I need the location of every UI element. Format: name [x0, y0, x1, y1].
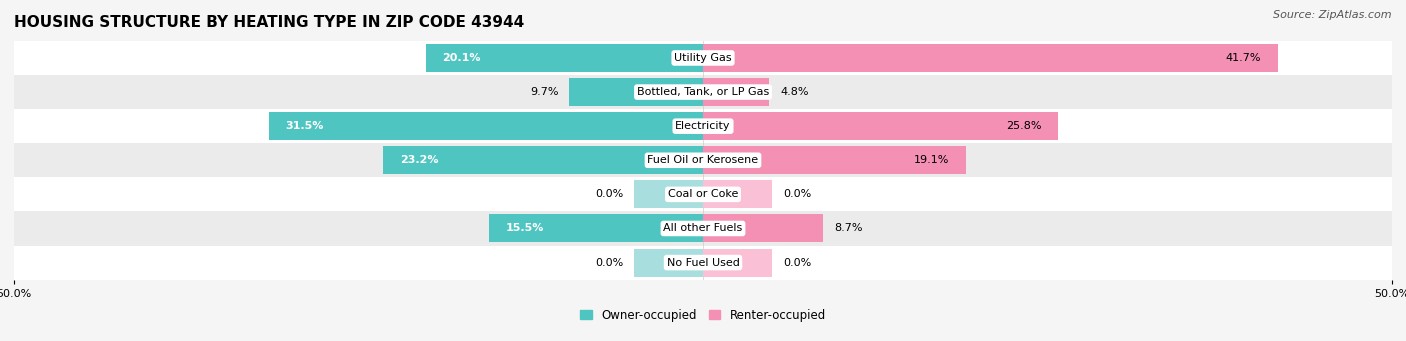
Text: 8.7%: 8.7% [834, 223, 862, 234]
Text: Utility Gas: Utility Gas [675, 53, 731, 63]
Text: Source: ZipAtlas.com: Source: ZipAtlas.com [1274, 10, 1392, 20]
Bar [634, 249, 703, 277]
Text: No Fuel Used: No Fuel Used [666, 257, 740, 268]
Bar [14, 211, 1392, 246]
Text: Electricity: Electricity [675, 121, 731, 131]
Text: 0.0%: 0.0% [783, 257, 811, 268]
Bar [14, 75, 1392, 109]
Text: Bottled, Tank, or LP Gas: Bottled, Tank, or LP Gas [637, 87, 769, 97]
Bar [489, 214, 703, 242]
Bar [634, 180, 703, 208]
Text: 31.5%: 31.5% [285, 121, 323, 131]
Bar [703, 78, 769, 106]
Text: 4.8%: 4.8% [780, 87, 808, 97]
Text: Coal or Coke: Coal or Coke [668, 189, 738, 199]
Text: 0.0%: 0.0% [595, 257, 623, 268]
Text: 41.7%: 41.7% [1226, 53, 1261, 63]
Bar [14, 143, 1392, 177]
Bar [703, 146, 966, 174]
Text: 15.5%: 15.5% [506, 223, 544, 234]
Bar [703, 112, 1059, 140]
Bar [703, 180, 772, 208]
Text: HOUSING STRUCTURE BY HEATING TYPE IN ZIP CODE 43944: HOUSING STRUCTURE BY HEATING TYPE IN ZIP… [14, 15, 524, 30]
Text: All other Fuels: All other Fuels [664, 223, 742, 234]
Bar [14, 109, 1392, 143]
Bar [14, 177, 1392, 211]
Bar [703, 249, 772, 277]
Bar [703, 44, 1278, 72]
Text: 19.1%: 19.1% [914, 155, 949, 165]
Bar [269, 112, 703, 140]
Bar [14, 246, 1392, 280]
Legend: Owner-occupied, Renter-occupied: Owner-occupied, Renter-occupied [575, 304, 831, 326]
Text: 25.8%: 25.8% [1007, 121, 1042, 131]
Text: 0.0%: 0.0% [783, 189, 811, 199]
Bar [384, 146, 703, 174]
Text: 23.2%: 23.2% [399, 155, 439, 165]
Text: 20.1%: 20.1% [443, 53, 481, 63]
Bar [569, 78, 703, 106]
Text: 9.7%: 9.7% [530, 87, 558, 97]
Bar [426, 44, 703, 72]
Text: 0.0%: 0.0% [595, 189, 623, 199]
Bar [14, 41, 1392, 75]
Bar [703, 214, 823, 242]
Text: Fuel Oil or Kerosene: Fuel Oil or Kerosene [647, 155, 759, 165]
